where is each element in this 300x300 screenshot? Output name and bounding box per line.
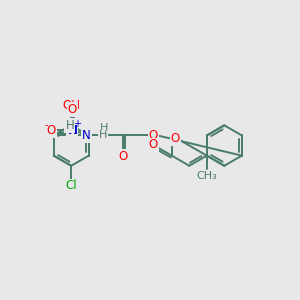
Text: +: + (74, 118, 81, 128)
Text: Cl: Cl (65, 179, 77, 193)
Text: O: O (118, 150, 127, 163)
Text: OH: OH (63, 99, 81, 112)
Text: H: H (99, 130, 108, 140)
Text: H: H (65, 119, 74, 132)
Text: H: H (100, 123, 109, 133)
Text: O: O (149, 129, 158, 142)
Text: O: O (46, 124, 56, 136)
Text: -: - (44, 120, 48, 130)
Text: O: O (171, 132, 180, 145)
Text: N: N (68, 124, 77, 136)
Text: O: O (148, 138, 158, 152)
Text: O: O (68, 103, 77, 116)
Text: N: N (82, 129, 91, 142)
Text: CH₃: CH₃ (196, 172, 217, 182)
